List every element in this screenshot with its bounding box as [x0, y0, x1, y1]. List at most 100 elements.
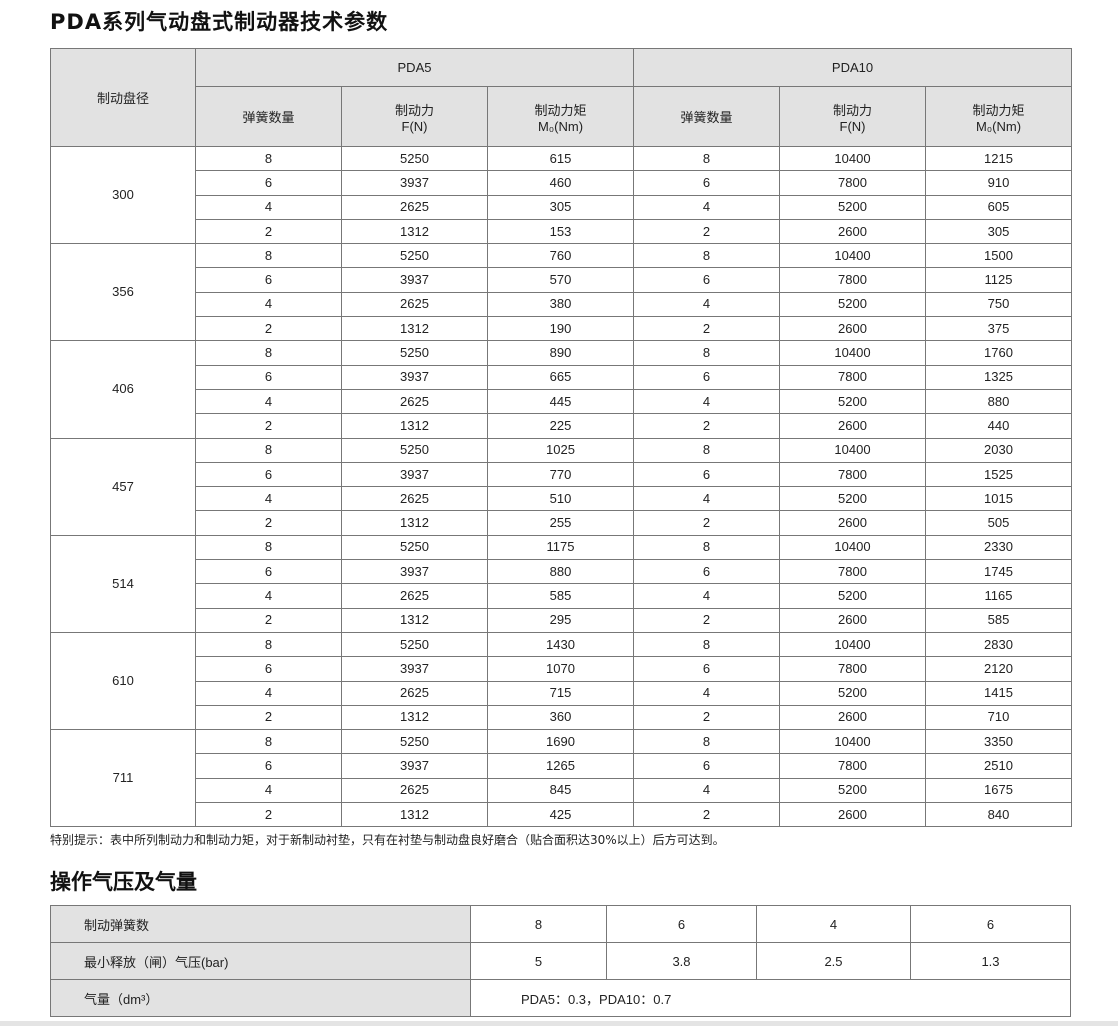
data-cell: 8: [195, 631, 342, 658]
data-cell: 585: [924, 607, 1073, 633]
data-cell: 5250: [341, 340, 488, 366]
table-row: 514 8 5250 1175 8 10400 2330: [50, 534, 1073, 633]
data-cell: 1525: [924, 461, 1073, 488]
table-row: 2 1312 153 2 2600 305: [51, 218, 1073, 245]
data-cell: 1015: [924, 486, 1073, 512]
data-cell: 8: [195, 340, 342, 366]
data-cell: 1312: [341, 607, 488, 633]
header-disc-diameter: 制动盘径: [50, 48, 196, 147]
data-cell: 2: [195, 413, 342, 439]
subheader-line1: 弹簧数量: [680, 110, 733, 125]
data-cell: 5200: [779, 291, 926, 318]
data-cell: 4: [195, 291, 342, 318]
data-cell: 2120: [924, 656, 1073, 682]
data-cell: 2600: [779, 316, 926, 342]
data-cell: 8: [633, 534, 780, 561]
data-cell: 255: [487, 510, 634, 536]
data-cell: 8: [633, 145, 780, 172]
data-cell: 7800: [779, 753, 926, 779]
data-cell: 880: [924, 388, 1073, 415]
data-cell: 6: [195, 364, 342, 390]
data-cell: 190: [487, 316, 634, 342]
air-volume-cell: PDA5：0.3，PDA10：0.7: [470, 979, 1071, 1017]
data-cell: 305: [924, 218, 1073, 245]
data-cell: 6: [195, 267, 342, 293]
data-cell: 1312: [341, 218, 488, 245]
data-cell: 2600: [779, 607, 926, 633]
data-cell: 710: [924, 704, 1073, 731]
table-row: 711 8 5250 1690 8 10400 3350: [50, 729, 1073, 828]
data-cell: 10400: [779, 729, 926, 755]
data-cell: 505: [924, 510, 1073, 536]
data-cell: 3937: [341, 461, 488, 488]
data-cell: 6: [195, 461, 342, 488]
data-cell: 4: [633, 194, 780, 220]
special-note: 特别提示：表中所列制动力和制动力矩，对于新制动衬垫，只有在衬垫与制动盘良好磨合（…: [50, 833, 725, 847]
subheader-line1: 制动力: [394, 102, 434, 118]
data-cell: 570: [487, 267, 634, 293]
data-cell: 2: [195, 802, 342, 828]
table-row: 4 2625 585 4 5200 1165: [51, 583, 1073, 609]
table-row: 6 3937 1070 6 7800 2120: [51, 656, 1073, 682]
data-cell: 3937: [341, 364, 488, 390]
ops-row: 气量（dm³） PDA5：0.3，PDA10：0.7: [50, 979, 1071, 1017]
data-cell: 1500: [924, 243, 1073, 269]
data-cell: 380: [487, 291, 634, 318]
data-cell: 770: [487, 461, 634, 488]
subheader-line1: 制动力矩: [972, 102, 1025, 118]
data-cell: 5250: [341, 534, 488, 561]
data-cell: 10400: [779, 437, 926, 463]
data-cell: 910: [924, 170, 1073, 196]
data-cell: 2030: [924, 437, 1073, 463]
ops-value-cell: 5: [470, 942, 607, 980]
data-cell: 425: [487, 802, 634, 828]
data-cell: 5200: [779, 680, 926, 706]
disc-diameter-cell: 406: [50, 340, 196, 439]
subheader-line1: 制动力矩: [534, 102, 587, 118]
data-cell: 2: [633, 218, 780, 245]
footer-bar: [0, 1021, 1118, 1026]
data-cell: 2625: [341, 194, 488, 220]
data-cell: 1430: [487, 631, 634, 658]
data-cell: 665: [487, 364, 634, 390]
data-cell: 1312: [341, 802, 488, 828]
data-cell: 615: [487, 145, 634, 172]
table-row: 2 1312 255 2 2600 505: [51, 510, 1073, 536]
data-cell: 8: [633, 340, 780, 366]
table-row: 300 8 5250 615 8 10400 1215: [50, 145, 1073, 245]
data-cell: 2625: [341, 388, 488, 415]
data-cell: 4: [633, 777, 780, 804]
subheader-braking-torque: 制动力矩 M₀(Nm): [487, 86, 634, 147]
ops-value-cell: 8: [470, 905, 607, 943]
data-cell: 1265: [487, 753, 634, 779]
data-cell: 2600: [779, 802, 926, 828]
table-row: 6 3937 770 6 7800 1525: [51, 461, 1073, 488]
data-cell: 3937: [341, 267, 488, 293]
data-cell: 7800: [779, 559, 926, 585]
table-row: 6 3937 1265 6 7800 2510: [51, 753, 1073, 779]
data-cell: 1675: [924, 777, 1073, 804]
operating-pressure-table: 制动弹簧数 8 6 4 6 最小释放（闸）气压(bar) 5 3.8 2.5 1.3 气量（dm³）…: [50, 905, 1071, 1017]
ops-row-label: 最小释放（闸）气压(bar): [50, 942, 471, 980]
data-cell: 295: [487, 607, 634, 633]
data-cell: 2: [633, 607, 780, 633]
subheader-line1: 弹簧数量: [242, 110, 295, 125]
data-cell: 880: [487, 559, 634, 585]
subheader-braking-force: 制动力 F(N): [341, 86, 488, 147]
table-row: 6 3937 570 6 7800 1125: [51, 267, 1073, 293]
subheader-braking-force: 制动力 F(N): [779, 86, 926, 147]
data-cell: 2: [195, 704, 342, 731]
data-cell: 5250: [341, 729, 488, 755]
data-cell: 10400: [779, 145, 926, 172]
data-cell: 890: [487, 340, 634, 366]
ops-value-cell: 4: [756, 905, 911, 943]
data-cell: 6: [633, 461, 780, 488]
data-cell: 4: [195, 194, 342, 220]
data-cell: 4: [633, 291, 780, 318]
data-cell: 375: [924, 316, 1073, 342]
data-cell: 305: [487, 194, 634, 220]
data-cell: 1760: [924, 340, 1073, 366]
table-row: 6 3937 460 6 7800 910: [51, 170, 1073, 196]
data-cell: 2: [195, 510, 342, 536]
data-cell: 1312: [341, 316, 488, 342]
